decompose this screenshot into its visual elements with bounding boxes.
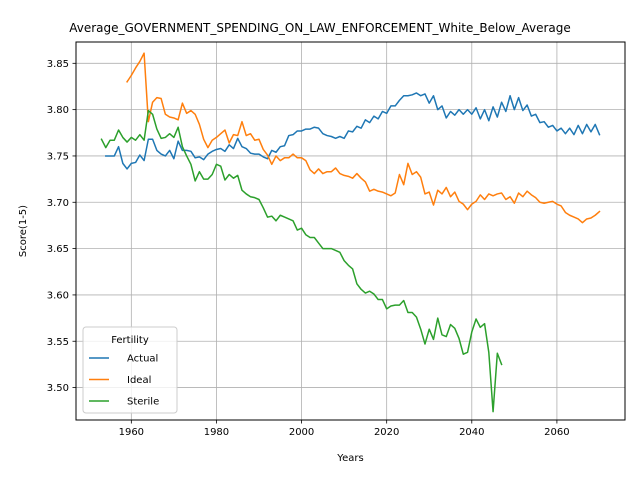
y-axis-ticks: 3.50 3.55 3.60 3.65 3.70 3.75 3.80 3.85 xyxy=(47,59,76,394)
legend-label-actual: Actual xyxy=(127,354,158,365)
legend-label-sterile: Sterile xyxy=(127,397,159,408)
legend-title: Fertility xyxy=(111,335,149,346)
y-tick-label: 3.55 xyxy=(47,337,69,348)
y-tick-label: 3.75 xyxy=(47,151,69,162)
series-line-ideal xyxy=(126,52,601,224)
x-tick-label: 1980 xyxy=(204,427,229,438)
x-axis-label: Years xyxy=(336,453,363,464)
y-tick-label: 3.85 xyxy=(47,59,69,70)
y-tick-label: 3.50 xyxy=(47,383,69,394)
x-tick-label: 2000 xyxy=(289,427,314,438)
y-axis-label: Score(1-5) xyxy=(18,205,29,257)
y-tick-label: 3.80 xyxy=(47,105,69,116)
chart-title: Average_GOVERNMENT_SPENDING_ON_LAW_ENFOR… xyxy=(69,21,571,35)
y-tick-label: 3.65 xyxy=(47,244,69,255)
plot-area-frame xyxy=(75,41,626,421)
legend-box xyxy=(82,326,178,414)
plot-lines xyxy=(100,52,601,413)
series-line-actual xyxy=(105,92,601,170)
x-tick-label: 2020 xyxy=(374,427,399,438)
x-axis-ticks: 1960 1980 2000 2020 2040 2060 xyxy=(119,420,570,438)
legend-entries: Actual Ideal Sterile xyxy=(89,354,159,408)
y-tick-label: 3.60 xyxy=(47,290,69,301)
x-tick-label: 1960 xyxy=(119,427,144,438)
legend-label-ideal: Ideal xyxy=(127,375,151,386)
x-tick-label: 2040 xyxy=(459,427,484,438)
series-line-sterile xyxy=(100,109,503,413)
x-tick-label: 2060 xyxy=(544,427,569,438)
y-tick-label: 3.70 xyxy=(47,198,69,209)
legend: Fertility Actual Ideal Sterile xyxy=(82,326,178,414)
